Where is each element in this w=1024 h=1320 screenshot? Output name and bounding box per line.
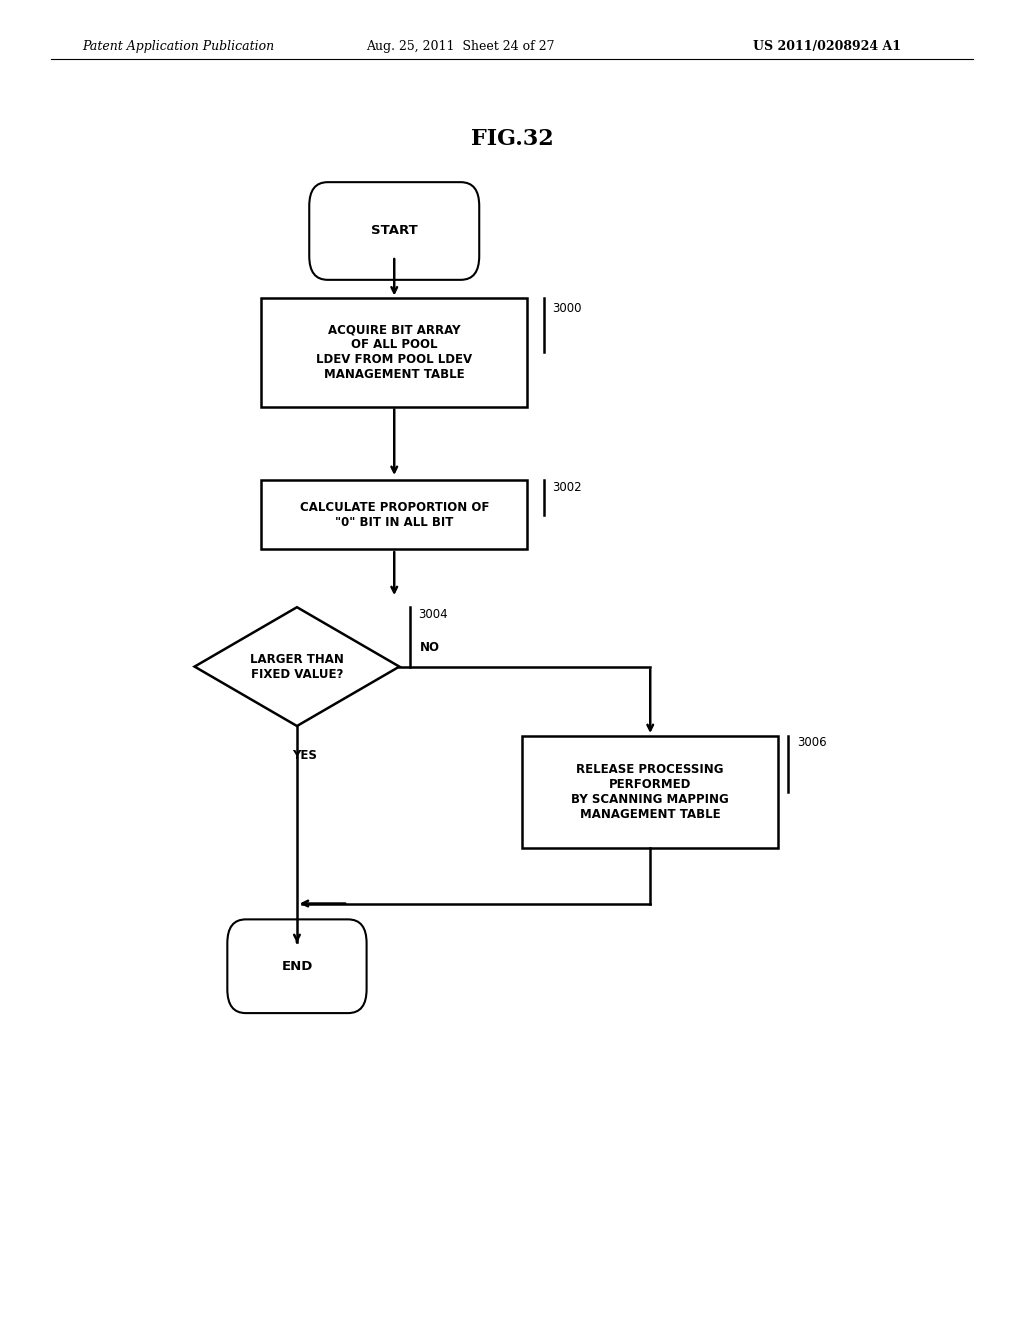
Text: NO: NO	[420, 640, 440, 653]
Text: 3004: 3004	[418, 607, 447, 620]
Text: ACQUIRE BIT ARRAY
OF ALL POOL
LDEV FROM POOL LDEV
MANAGEMENT TABLE: ACQUIRE BIT ARRAY OF ALL POOL LDEV FROM …	[316, 323, 472, 381]
Text: START: START	[371, 224, 418, 238]
Text: 3006: 3006	[797, 737, 826, 750]
FancyBboxPatch shape	[227, 919, 367, 1014]
Bar	[261, 298, 527, 407]
Text: END: END	[282, 960, 312, 973]
Text: CALCULATE PROPORTION OF
"0" BIT IN ALL BIT: CALCULATE PROPORTION OF "0" BIT IN ALL B…	[300, 500, 488, 529]
FancyBboxPatch shape	[309, 182, 479, 280]
Text: YES: YES	[292, 748, 316, 762]
Polygon shape	[195, 607, 399, 726]
Text: Aug. 25, 2011  Sheet 24 of 27: Aug. 25, 2011 Sheet 24 of 27	[367, 40, 555, 53]
Bar	[522, 737, 778, 847]
Text: 3000: 3000	[552, 301, 582, 314]
Text: FIG.32: FIG.32	[471, 128, 553, 149]
Text: RELEASE PROCESSING
PERFORMED
BY SCANNING MAPPING
MANAGEMENT TABLE: RELEASE PROCESSING PERFORMED BY SCANNING…	[571, 763, 729, 821]
Text: LARGER THAN
FIXED VALUE?: LARGER THAN FIXED VALUE?	[250, 652, 344, 681]
Bar	[261, 480, 527, 549]
Text: Patent Application Publication: Patent Application Publication	[82, 40, 274, 53]
Text: US 2011/0208924 A1: US 2011/0208924 A1	[753, 40, 901, 53]
Text: 3002: 3002	[552, 480, 582, 494]
